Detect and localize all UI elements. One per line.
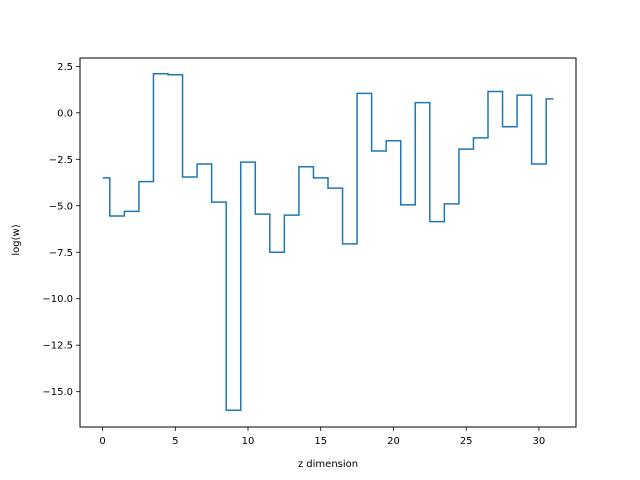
x-axis-label: z dimension xyxy=(298,459,358,470)
y-tick-label: −15.0 xyxy=(42,387,73,398)
x-tick-label: 10 xyxy=(242,436,255,447)
y-axis-ticks: 2.5 0.0 −2.5 −5.0 −7.5 −10.0 −12.5 −15.0 xyxy=(42,62,80,398)
plot-area xyxy=(102,73,554,412)
y-tick-label: −5.0 xyxy=(49,201,73,212)
x-axis-ticks: 0 5 10 15 20 25 30 xyxy=(99,427,545,447)
y-axis-label: log(w) xyxy=(11,224,22,255)
x-tick-label: 25 xyxy=(460,436,473,447)
series-line xyxy=(102,73,554,412)
y-tick-label: 2.5 xyxy=(57,62,73,73)
axes-frame xyxy=(79,57,577,428)
x-tick-label: 20 xyxy=(387,436,400,447)
x-tick-label: 0 xyxy=(99,436,105,447)
y-tick-label: −2.5 xyxy=(49,155,73,166)
y-tick-label: −7.5 xyxy=(49,248,73,259)
y-tick-label: −12.5 xyxy=(42,341,73,352)
x-tick-label: 15 xyxy=(314,436,327,447)
x-tick-label: 30 xyxy=(533,436,546,447)
y-tick-label: −10.0 xyxy=(42,294,73,305)
y-tick-label: 0.0 xyxy=(57,108,73,119)
x-tick-label: 5 xyxy=(172,436,178,447)
